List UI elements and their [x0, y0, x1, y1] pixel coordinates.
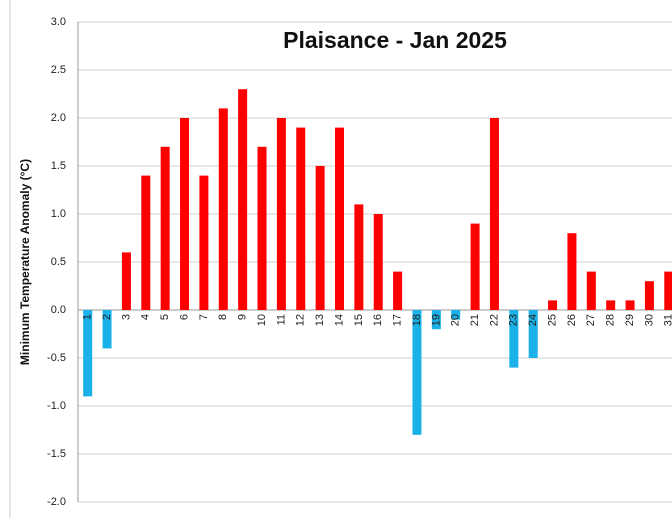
bar	[296, 127, 306, 310]
x-tick-label: 9	[237, 314, 249, 320]
bar	[218, 108, 228, 311]
bar	[199, 175, 209, 310]
bar	[102, 310, 112, 349]
bar	[160, 146, 170, 310]
y-tick-label: 2.0	[51, 112, 66, 124]
x-tick-label: 31	[663, 314, 672, 326]
bar	[257, 146, 267, 310]
bar	[412, 310, 422, 435]
x-tick-label: 15	[353, 314, 365, 326]
x-tick-label: 25	[546, 314, 558, 326]
bar	[315, 166, 325, 310]
bar	[180, 118, 190, 310]
x-tick-label: 7	[198, 314, 210, 320]
bar	[393, 271, 403, 310]
x-tick-label: 14	[333, 314, 345, 326]
y-tick-label: -1.0	[47, 400, 66, 412]
y-tick-label: -1.5	[47, 448, 66, 460]
x-tick-label: 4	[140, 314, 152, 320]
bar	[489, 118, 499, 310]
x-tick-label: 22	[488, 314, 500, 326]
bar	[431, 310, 441, 330]
bar	[606, 300, 616, 310]
bar	[548, 300, 558, 310]
bar	[644, 281, 654, 310]
x-tick-label: 8	[217, 314, 229, 320]
x-tick-label: 5	[159, 314, 171, 320]
y-tick-label: 3.0	[51, 16, 66, 28]
x-tick-label: 30	[643, 314, 655, 326]
bar	[334, 127, 344, 310]
x-tick-label: 26	[566, 314, 578, 326]
y-tick-label: 0.0	[51, 304, 66, 316]
bar	[625, 300, 635, 310]
x-tick-label: 19	[430, 314, 442, 326]
bar	[470, 223, 480, 310]
bar	[141, 175, 151, 310]
chart-title: Plaisance - Jan 2025	[283, 27, 507, 53]
bar	[567, 233, 577, 310]
x-tick-label: 29	[624, 314, 636, 326]
bar	[664, 271, 672, 310]
x-tick-label: 6	[178, 314, 190, 320]
y-tick-label: 1.5	[51, 160, 66, 172]
bar	[586, 271, 596, 310]
bar	[528, 310, 538, 358]
bar	[238, 89, 248, 310]
bar	[354, 204, 364, 310]
x-tick-label: 27	[585, 314, 597, 326]
x-tick-label: 1	[82, 314, 94, 320]
y-tick-label: -0.5	[47, 352, 66, 364]
y-tick-label: 1.0	[51, 208, 66, 220]
x-tick-label: 17	[392, 314, 404, 326]
x-tick-label: 23	[508, 314, 520, 326]
bar	[121, 252, 131, 310]
x-tick-label: 3	[120, 314, 132, 320]
x-tick-label: 2	[101, 314, 113, 320]
x-tick-label: 21	[469, 314, 481, 326]
x-tick-label: 13	[314, 314, 326, 326]
y-tick-label: -2.0	[47, 496, 66, 508]
x-tick-label: 11	[275, 314, 287, 325]
x-tick-label: 10	[256, 314, 268, 326]
x-tick-label: 12	[295, 314, 307, 326]
x-tick-label: 24	[527, 314, 539, 326]
bar	[373, 214, 383, 310]
bar	[509, 310, 519, 368]
y-axis-label: Minimum Temperature Anomaly (°C)	[18, 159, 32, 365]
x-tick-label: 18	[411, 314, 423, 326]
bar	[83, 310, 93, 397]
y-tick-label: 2.5	[51, 64, 66, 76]
x-tick-label: 28	[605, 314, 617, 326]
x-tick-label: 20	[450, 314, 462, 326]
bar	[276, 118, 286, 310]
bar	[451, 310, 461, 320]
y-tick-label: 0.5	[51, 256, 66, 268]
x-tick-label: 16	[372, 314, 384, 326]
